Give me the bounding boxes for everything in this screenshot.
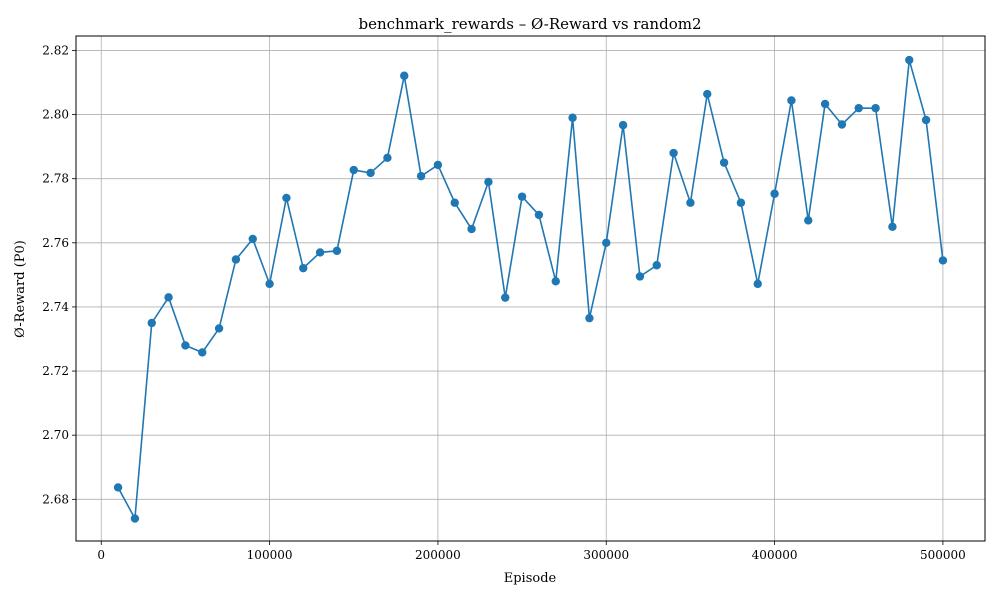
x-tick-label: 500000 (920, 548, 966, 562)
data-point (416, 171, 426, 181)
data-point (400, 71, 409, 80)
data-point (332, 246, 342, 256)
data-point (703, 89, 712, 99)
data-point (467, 224, 476, 234)
data-point (585, 313, 594, 323)
data-point (686, 198, 695, 207)
x-tick-label: 400000 (752, 548, 798, 562)
data-point (921, 115, 931, 125)
data-point (837, 120, 847, 129)
data-point (130, 514, 140, 523)
data-point (753, 279, 762, 289)
data-point (181, 341, 190, 350)
series-line (117, 59, 944, 522)
data-point (820, 99, 830, 109)
data-point (888, 222, 897, 231)
data-point (770, 189, 779, 198)
data-point (905, 55, 914, 65)
y-tick-label: 2.74 (42, 300, 69, 314)
data-point (147, 318, 156, 328)
data-point (501, 293, 510, 302)
data-point (736, 198, 746, 207)
data-point (214, 324, 224, 333)
data-point (248, 234, 257, 244)
data-point (652, 261, 661, 270)
data-point (871, 103, 880, 113)
y-tick-label: 2.78 (42, 172, 69, 186)
y-tick-label: 2.80 (42, 108, 69, 122)
x-tick-label: 0 (97, 548, 105, 562)
data-point (383, 153, 392, 163)
data-point (618, 120, 628, 130)
data-point (315, 248, 325, 257)
data-point (551, 277, 560, 286)
x-tick-label: 100000 (247, 548, 293, 562)
data-point (938, 256, 948, 265)
data-point (349, 165, 358, 175)
data-point (299, 263, 308, 273)
data-point (265, 279, 274, 289)
data-point (854, 103, 863, 113)
data-point (787, 96, 796, 105)
x-axis-label: Episode (504, 571, 557, 586)
axis-ticks: 0 100000 200000 300000 400000 500000 2.68 2.70 2… (42, 43, 966, 562)
data-point (231, 255, 241, 264)
y-axis-label: Ø-Reward (P0) (13, 240, 28, 338)
data-point (534, 210, 544, 220)
data-point (450, 198, 459, 207)
data-point (164, 293, 173, 302)
y-tick-label: 2.82 (42, 43, 69, 57)
y-tick-label: 2.68 (42, 492, 69, 506)
data-points (113, 55, 948, 523)
data-point (804, 216, 813, 225)
data-point (517, 192, 527, 201)
data-point (198, 348, 207, 357)
data-point (719, 158, 729, 167)
y-tick-label: 2.72 (42, 364, 69, 378)
y-tick-label: 2.70 (42, 428, 69, 442)
plot-frame (75, 35, 986, 542)
x-tick-label: 300000 (583, 548, 629, 562)
data-point (602, 238, 611, 248)
grid-lines (76, 36, 985, 541)
data-point (568, 113, 577, 122)
data-point (669, 148, 678, 158)
series (113, 55, 948, 523)
data-point (484, 177, 493, 187)
data-point (366, 168, 375, 178)
data-point (433, 160, 443, 170)
data-point (635, 272, 645, 281)
data-point (113, 483, 123, 492)
y-tick-label: 2.76 (42, 236, 69, 250)
x-tick-label: 200000 (415, 548, 461, 562)
data-point (282, 193, 291, 203)
chart-title: benchmark_rewards – Ø-Reward vs random2 (359, 15, 702, 33)
